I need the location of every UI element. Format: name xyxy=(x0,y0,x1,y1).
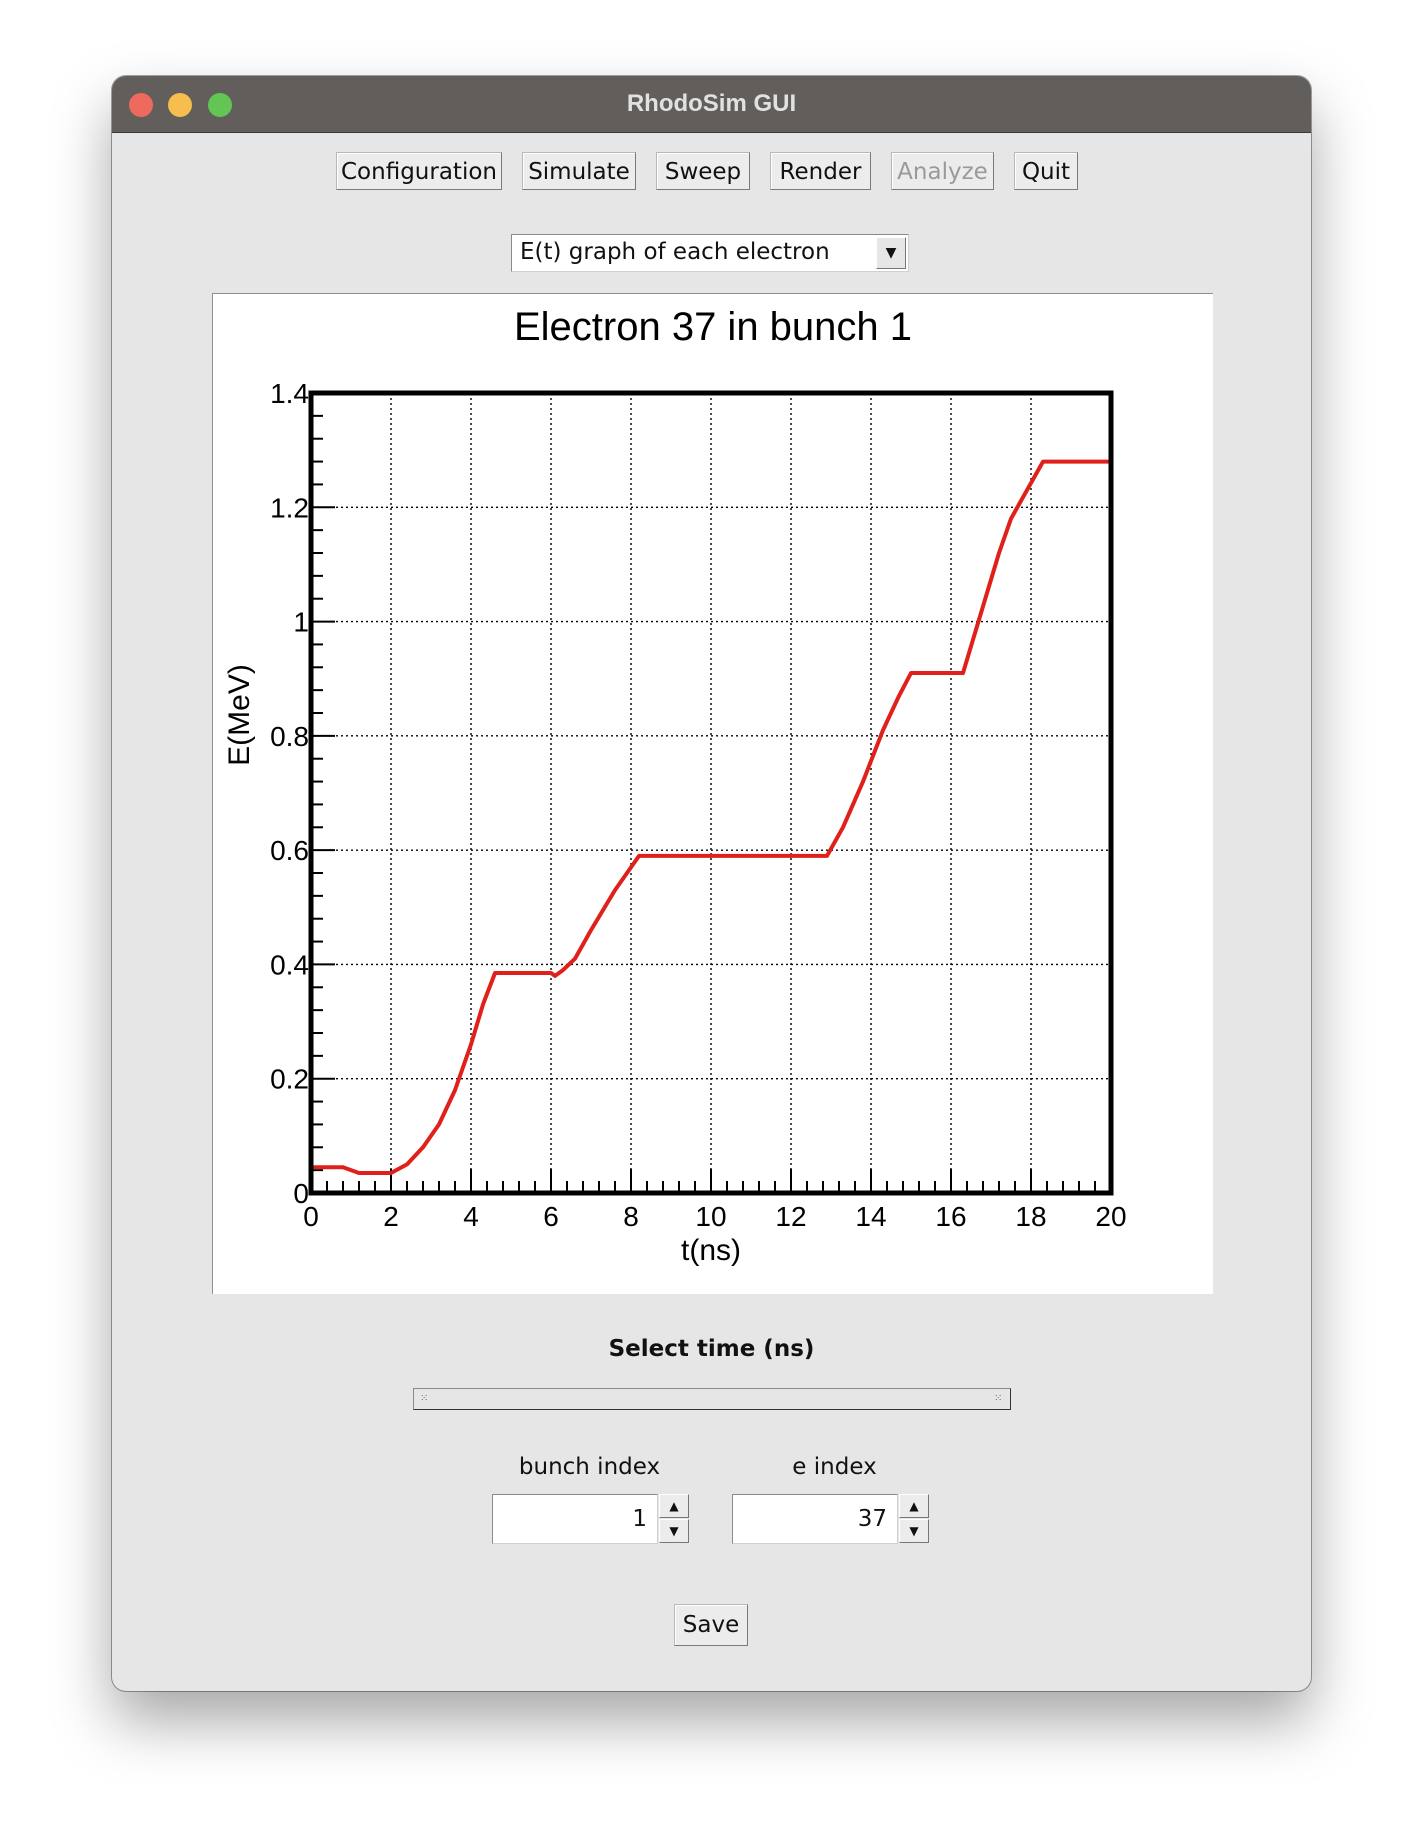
app-window: RhodoSim GUI Configuration Simulate Swee… xyxy=(112,76,1311,1691)
bunch-index-label: bunch index xyxy=(518,1454,661,1480)
analyze-button[interactable]: Analyze xyxy=(891,152,994,190)
chevron-down-icon[interactable]: ▼ xyxy=(876,237,906,269)
time-slider[interactable]: ⁙ ⁙ xyxy=(413,1388,1011,1410)
title-bar[interactable]: RhodoSim GUI xyxy=(112,76,1311,133)
bunch-index-down-icon[interactable]: ▼ xyxy=(659,1519,689,1543)
x-tick-label: 2 xyxy=(383,1201,399,1232)
minimize-window-button[interactable] xyxy=(168,93,192,117)
bunch-index-field[interactable]: 1 xyxy=(492,1494,658,1544)
zoom-window-button[interactable] xyxy=(208,93,232,117)
x-tick-label: 12 xyxy=(775,1201,806,1232)
y-tick-label: 0.8 xyxy=(270,721,309,752)
e-index-field[interactable]: 37 xyxy=(732,1494,898,1544)
y-tick-label: 0 xyxy=(293,1178,309,1209)
plot-canvas[interactable]: Electron 37 in bunch 1 0 2 4 6 8 10 12 14 16 18 20… xyxy=(212,293,1213,1294)
y-tick-label: 1 xyxy=(293,607,309,638)
x-tick-label: 6 xyxy=(543,1201,559,1232)
chart-grid xyxy=(311,393,1111,1193)
chart: Electron 37 in bunch 1 0 2 4 6 8 10 12 14 16 18 20… xyxy=(223,305,1127,1267)
e-index-stepper[interactable]: ▲ ▼ xyxy=(899,1494,929,1544)
chart-title: Electron 37 in bunch 1 xyxy=(514,305,912,349)
chart-tick-labels: 0 2 4 6 8 10 12 14 16 18 20 0 0.2 0.4 0.6 0.8 1 1.2 1.4 xyxy=(270,378,1127,1232)
close-window-button[interactable] xyxy=(129,93,153,117)
x-tick-label: 8 xyxy=(623,1201,639,1232)
y-axis-label: E(MeV) xyxy=(223,664,256,766)
bunch-index-up-icon[interactable]: ▲ xyxy=(659,1494,689,1518)
x-tick-label: 4 xyxy=(463,1201,479,1232)
select-time-label: Select time (ns) xyxy=(608,1336,815,1362)
x-tick-label: 20 xyxy=(1095,1201,1126,1232)
bunch-index-stepper[interactable]: ▲ ▼ xyxy=(659,1494,689,1544)
e-index-up-icon[interactable]: ▲ xyxy=(899,1494,929,1518)
plot-frame xyxy=(308,390,1114,1196)
sweep-button[interactable]: Sweep xyxy=(656,152,750,190)
x-tick-label: 16 xyxy=(935,1201,966,1232)
simulate-button[interactable]: Simulate xyxy=(522,152,636,190)
slider-right-grip[interactable]: ⁙ xyxy=(994,1393,1003,1404)
graph-type-value: E(t) graph of each electron xyxy=(520,239,830,265)
x-tick-label: 10 xyxy=(695,1201,726,1232)
e-index-value: 37 xyxy=(857,1506,887,1532)
bunch-index-value: 1 xyxy=(632,1506,647,1532)
render-button[interactable]: Render xyxy=(770,152,871,190)
window-title: RhodoSim GUI xyxy=(626,90,797,117)
graph-type-select[interactable]: E(t) graph of each electron ▼ xyxy=(511,234,909,272)
save-button[interactable]: Save xyxy=(674,1604,748,1646)
series-line xyxy=(311,459,1111,1175)
x-tick-label: 14 xyxy=(855,1201,886,1232)
y-tick-label: 0.2 xyxy=(270,1064,309,1095)
e-index-label: e index xyxy=(792,1454,877,1480)
slider-left-grip[interactable]: ⁙ xyxy=(420,1393,429,1404)
y-tick-label: 1.2 xyxy=(270,492,309,523)
quit-button[interactable]: Quit xyxy=(1014,152,1078,190)
y-tick-label: 1.4 xyxy=(270,378,309,409)
x-axis-label: t(ns) xyxy=(681,1234,741,1267)
x-tick-label: 0 xyxy=(303,1201,319,1232)
configuration-button[interactable]: Configuration xyxy=(336,152,502,190)
x-tick-label: 18 xyxy=(1015,1201,1046,1232)
y-tick-label: 0.6 xyxy=(270,835,309,866)
e-index-down-icon[interactable]: ▼ xyxy=(899,1519,929,1543)
y-tick-label: 0.4 xyxy=(270,949,309,980)
